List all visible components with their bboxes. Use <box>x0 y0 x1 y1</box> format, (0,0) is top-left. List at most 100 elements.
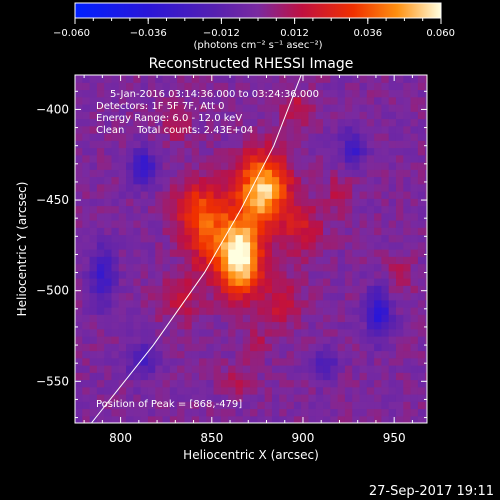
heatmap-cell <box>184 415 193 423</box>
heatmap-cell <box>286 125 295 134</box>
heatmap-cell <box>228 75 237 83</box>
heatmap-cell <box>308 75 317 83</box>
heatmap-cell <box>118 147 127 156</box>
heatmap-cell <box>410 227 419 236</box>
heatmap-cell <box>169 415 178 423</box>
heatmap-cell <box>395 307 404 315</box>
heatmap-cell <box>352 89 361 98</box>
heatmap-cell <box>359 278 368 286</box>
heatmap-cell <box>250 212 258 221</box>
heatmap-cell <box>75 82 83 91</box>
heatmap-cell <box>323 401 331 410</box>
heatmap-cell <box>388 241 397 250</box>
heatmap-cell <box>89 82 98 91</box>
heatmap-cell <box>264 234 273 243</box>
heatmap-cell <box>395 256 404 265</box>
heatmap-cell <box>169 169 178 178</box>
heatmap-cell <box>337 278 346 286</box>
heatmap-cell <box>75 198 83 207</box>
heatmap-cell <box>177 183 186 192</box>
heatmap-cell <box>155 118 164 127</box>
heatmap-cell <box>344 198 353 207</box>
heatmap-cell <box>191 394 200 402</box>
heatmap-cell <box>235 234 244 243</box>
heatmap-cell <box>96 176 105 185</box>
heatmap-cell <box>111 154 120 163</box>
heatmap-cell <box>82 292 91 301</box>
heatmap-cell <box>140 408 149 417</box>
heatmap-cell <box>250 75 258 83</box>
heatmap-cell <box>293 154 302 163</box>
heatmap-cell <box>235 285 244 294</box>
heatmap-cell <box>315 212 324 221</box>
heatmap-cell <box>417 205 426 214</box>
heatmap-cell <box>410 336 419 344</box>
heatmap-cell <box>381 241 390 250</box>
heatmap-cell <box>374 111 383 120</box>
heatmap-cell <box>104 307 113 315</box>
heatmap-cell <box>228 408 237 417</box>
heatmap-cell <box>250 241 258 250</box>
heatmap-cell <box>352 176 361 185</box>
heatmap-cell <box>403 350 412 359</box>
heatmap-cell <box>104 328 113 337</box>
x-axis-label: Heliocentric X (arcsec) <box>183 448 319 462</box>
heatmap-cell <box>250 386 258 395</box>
heatmap-cell <box>250 307 258 315</box>
heatmap-cell <box>191 169 200 178</box>
heatmap-cell <box>330 140 339 149</box>
heatmap-cell <box>257 314 266 323</box>
heatmap-cell <box>111 307 120 315</box>
heatmap-cell <box>220 234 229 243</box>
heatmap-cell <box>264 183 273 192</box>
heatmap-cell <box>82 270 91 279</box>
heatmap-cell <box>359 314 368 323</box>
heatmap-cell <box>147 89 156 98</box>
heatmap-cell <box>111 169 120 178</box>
heatmap-cell <box>337 212 346 221</box>
heatmap-cell <box>330 198 339 207</box>
heatmap-cell <box>96 299 105 308</box>
heatmap-cell <box>235 263 244 272</box>
heatmap-cell <box>374 104 383 112</box>
heatmap-cell <box>308 372 317 381</box>
heatmap-cell <box>271 256 280 265</box>
heatmap-cell <box>395 147 404 156</box>
heatmap-cell <box>250 292 258 301</box>
heatmap-cell <box>403 292 412 301</box>
heatmap-cell <box>388 75 397 83</box>
heatmap-cell <box>359 212 368 221</box>
heatmap-cell <box>126 328 134 337</box>
heatmap-cell <box>308 415 317 423</box>
heatmap-cell <box>301 350 310 359</box>
heatmap-cell <box>250 278 258 286</box>
heatmap-cell <box>301 169 310 178</box>
heatmap-cell <box>169 96 178 105</box>
heatmap-cell <box>425 299 427 308</box>
heatmap-cell <box>177 278 186 286</box>
heatmap-cell <box>257 256 266 265</box>
heatmap-cell <box>133 365 142 373</box>
heatmap-cell <box>301 241 310 250</box>
heatmap-cell <box>257 140 266 149</box>
heatmap-cell <box>199 307 207 315</box>
heatmap-cell <box>359 89 368 98</box>
heatmap-cell <box>199 256 207 265</box>
heatmap-cell <box>220 263 229 272</box>
heatmap-cell <box>126 205 134 214</box>
heatmap-cell <box>147 111 156 120</box>
heatmap-cell <box>104 394 113 402</box>
heatmap-cell <box>89 220 98 228</box>
heatmap-cell <box>352 162 361 170</box>
heatmap-cell <box>279 372 288 381</box>
heatmap-cell <box>162 365 171 373</box>
heatmap-cell <box>133 241 142 250</box>
heatmap-cell <box>337 234 346 243</box>
heatmap-cell <box>235 278 244 286</box>
heatmap-cell <box>286 212 295 221</box>
heatmap-cell <box>96 394 105 402</box>
heatmap-cell <box>235 227 244 236</box>
heatmap-cell <box>417 372 426 381</box>
heatmap-cell <box>169 234 178 243</box>
heatmap-cell <box>417 234 426 243</box>
